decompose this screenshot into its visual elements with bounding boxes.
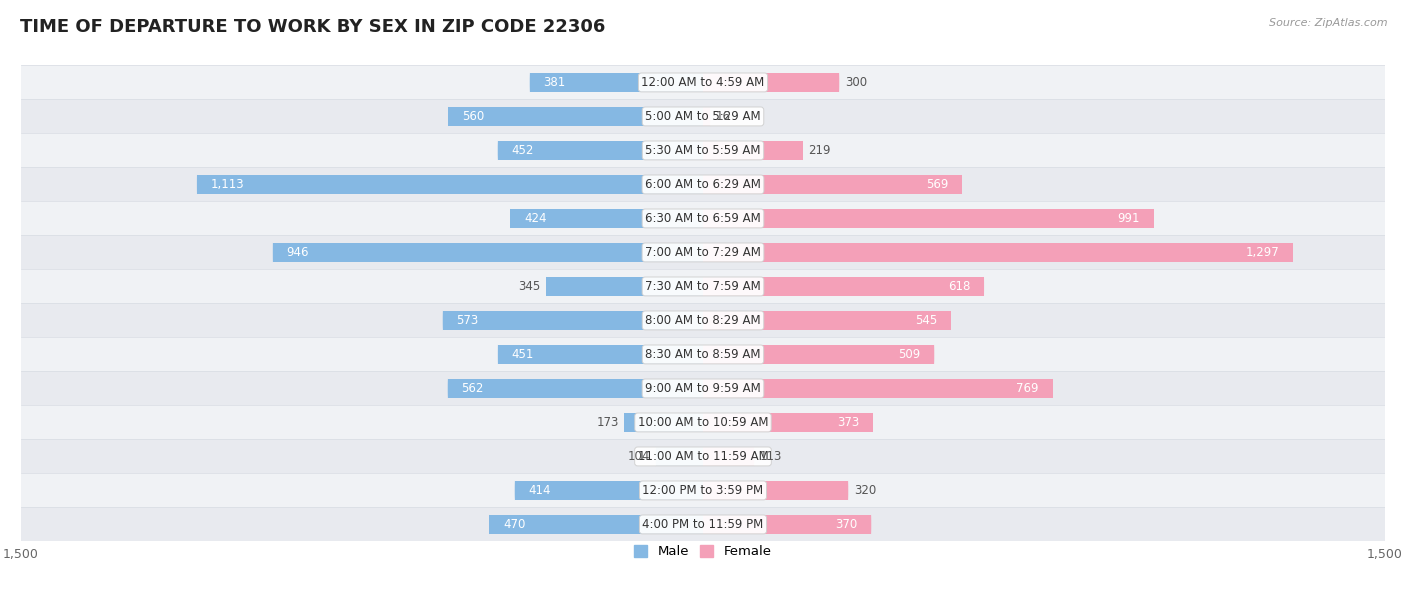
Bar	[703, 378, 1053, 398]
Text: 219: 219	[808, 144, 831, 157]
Bar	[703, 412, 873, 433]
Bar	[21, 202, 1385, 236]
Text: 7:30 AM to 7:59 AM: 7:30 AM to 7:59 AM	[645, 280, 761, 293]
Text: 345: 345	[519, 280, 541, 293]
Text: 1,113: 1,113	[211, 178, 245, 191]
Text: 6:30 AM to 6:59 AM: 6:30 AM to 6:59 AM	[645, 212, 761, 225]
Text: 16: 16	[716, 110, 731, 123]
Text: 11:00 AM to 11:59 AM: 11:00 AM to 11:59 AM	[638, 450, 768, 463]
Legend: Male, Female: Male, Female	[628, 540, 778, 563]
Text: 9:00 AM to 9:59 AM: 9:00 AM to 9:59 AM	[645, 382, 761, 395]
Text: 370: 370	[835, 518, 858, 531]
Text: 381: 381	[544, 76, 565, 89]
Bar	[655, 447, 703, 466]
Text: 5:00 AM to 5:29 AM: 5:00 AM to 5:29 AM	[645, 110, 761, 123]
Bar	[530, 73, 703, 92]
Text: 562: 562	[461, 382, 484, 395]
Text: 6:00 AM to 6:29 AM: 6:00 AM to 6:29 AM	[645, 178, 761, 191]
Bar	[498, 345, 703, 364]
Text: 545: 545	[915, 314, 938, 327]
Text: 12:00 AM to 4:59 AM: 12:00 AM to 4:59 AM	[641, 76, 765, 89]
Text: 104: 104	[628, 450, 650, 463]
Text: 320: 320	[853, 484, 876, 497]
Bar	[21, 474, 1385, 508]
Text: 10:00 AM to 10:59 AM: 10:00 AM to 10:59 AM	[638, 416, 768, 429]
Text: 373: 373	[837, 416, 859, 429]
Bar	[21, 371, 1385, 405]
Bar	[21, 508, 1385, 541]
Bar	[498, 140, 703, 160]
Text: 7:00 AM to 7:29 AM: 7:00 AM to 7:29 AM	[645, 246, 761, 259]
Bar	[21, 440, 1385, 474]
Text: 573: 573	[456, 314, 478, 327]
Bar	[703, 73, 839, 92]
Text: 618: 618	[948, 280, 970, 293]
Bar	[703, 174, 962, 195]
Text: 1,297: 1,297	[1246, 246, 1279, 259]
Text: 769: 769	[1017, 382, 1039, 395]
Bar	[703, 209, 1153, 228]
Bar	[703, 243, 1292, 262]
Bar	[703, 447, 755, 466]
Text: 113: 113	[759, 450, 782, 463]
Text: 569: 569	[925, 178, 948, 191]
Bar	[21, 65, 1385, 99]
Text: 8:00 AM to 8:29 AM: 8:00 AM to 8:29 AM	[645, 314, 761, 327]
Text: 8:30 AM to 8:59 AM: 8:30 AM to 8:59 AM	[645, 348, 761, 361]
Bar	[21, 337, 1385, 371]
Bar	[21, 99, 1385, 133]
Bar	[489, 515, 703, 534]
Bar	[510, 209, 703, 228]
Bar	[443, 311, 703, 330]
Bar	[21, 270, 1385, 303]
Bar	[703, 481, 848, 500]
Text: 12:00 PM to 3:59 PM: 12:00 PM to 3:59 PM	[643, 484, 763, 497]
Text: 300: 300	[845, 76, 868, 89]
Text: 451: 451	[512, 348, 534, 361]
Bar	[703, 140, 803, 160]
Bar	[273, 243, 703, 262]
Bar	[21, 167, 1385, 202]
Bar	[21, 236, 1385, 270]
Bar	[197, 174, 703, 195]
Text: 452: 452	[512, 144, 533, 157]
Bar	[703, 345, 935, 364]
Text: 173: 173	[596, 416, 619, 429]
Bar	[546, 277, 703, 296]
Text: 414: 414	[529, 484, 551, 497]
Bar	[703, 311, 950, 330]
Text: 4:00 PM to 11:59 PM: 4:00 PM to 11:59 PM	[643, 518, 763, 531]
Text: 424: 424	[524, 212, 547, 225]
Bar	[515, 481, 703, 500]
Text: 991: 991	[1118, 212, 1140, 225]
Bar	[703, 107, 710, 126]
Bar	[624, 412, 703, 433]
Text: TIME OF DEPARTURE TO WORK BY SEX IN ZIP CODE 22306: TIME OF DEPARTURE TO WORK BY SEX IN ZIP …	[20, 18, 605, 36]
Text: 946: 946	[287, 246, 309, 259]
Text: 560: 560	[463, 110, 484, 123]
Text: Source: ZipAtlas.com: Source: ZipAtlas.com	[1270, 18, 1388, 28]
Bar	[703, 515, 872, 534]
Bar	[449, 107, 703, 126]
Bar	[21, 303, 1385, 337]
Bar	[21, 133, 1385, 167]
Text: 5:30 AM to 5:59 AM: 5:30 AM to 5:59 AM	[645, 144, 761, 157]
Bar	[447, 378, 703, 398]
Text: 509: 509	[898, 348, 921, 361]
Bar	[21, 405, 1385, 440]
Text: 470: 470	[503, 518, 526, 531]
Bar	[703, 277, 984, 296]
